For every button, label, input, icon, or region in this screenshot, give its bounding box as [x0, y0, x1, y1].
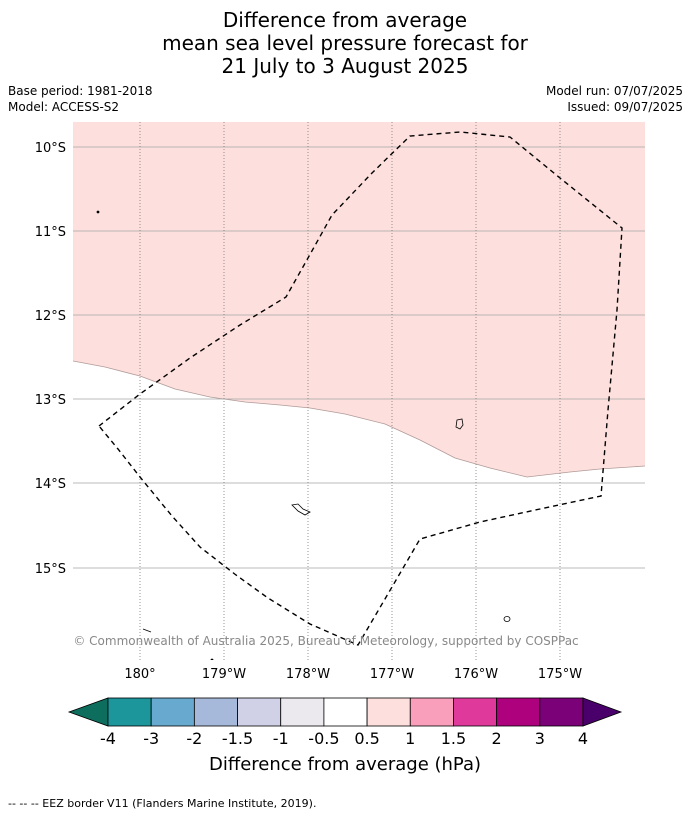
colorbar-segment — [107, 697, 152, 727]
colorbar-tick-label: -1.5 — [222, 729, 253, 748]
colorbar-segment — [237, 697, 282, 727]
lat-label: 14°S — [35, 477, 66, 492]
colorbar-segment — [366, 697, 411, 727]
copyright-notice: © Commonwealth of Australia 2025, Bureau… — [73, 634, 578, 648]
lon-label: 179°W — [202, 667, 246, 682]
lat-label: 12°S — [35, 309, 66, 324]
colorbar-segment — [193, 697, 238, 727]
anomaly-shaded-region — [73, 122, 645, 477]
colorbar-tick-label: -0.5 — [308, 729, 339, 748]
colorbar-tick-label: 4 — [578, 729, 588, 748]
colorbar-tick-label: 3 — [535, 729, 545, 748]
island-shape — [96, 210, 100, 214]
colorbar — [67, 697, 623, 727]
colorbar-segment — [539, 697, 584, 727]
model-name: Model: ACCESS-S2 — [8, 100, 120, 114]
colorbar-segment — [323, 697, 368, 727]
title-line-3: 21 July to 3 August 2025 — [221, 54, 469, 78]
colorbar-tick-label: -2 — [186, 729, 202, 748]
colorbar-tick-label: -3 — [143, 729, 159, 748]
latitude-labels: 10°S 11°S 12°S 13°S 14°S 15°S — [35, 141, 66, 577]
lon-label: 176°W — [454, 667, 498, 682]
colorbar-segment — [280, 697, 325, 727]
island-shape — [142, 628, 152, 633]
colorbar-extend-high — [582, 697, 623, 727]
colorbar-ticks: -4 -3 -2 -1.5 -1 -0.5 0.5 1 1.5 2 3 4 — [100, 729, 588, 748]
island-shape — [291, 503, 311, 516]
colorbar-segment — [409, 697, 454, 727]
lat-label: 13°S — [35, 393, 66, 408]
lon-label: 178°W — [286, 667, 330, 682]
lat-label: 10°S — [35, 141, 66, 156]
lon-label: 177°W — [370, 667, 414, 682]
island-shape — [503, 616, 511, 622]
colorbar-tick-label: 0.5 — [354, 729, 379, 748]
issued-date: Issued: 09/07/2025 — [567, 100, 683, 114]
lat-label: 11°S — [35, 225, 66, 240]
island-shape — [455, 418, 464, 430]
colorbar-label: Difference from average (hPa) — [209, 754, 481, 775]
colorbar-segment — [150, 697, 195, 727]
base-period: Base period: 1981-2018 — [8, 84, 153, 98]
colorbar-extend-low — [67, 697, 109, 727]
map-area — [73, 122, 645, 660]
longitude-labels: 180° 179°W 178°W 177°W 176°W 175°W — [124, 667, 582, 682]
colorbar-tick-label: 1.5 — [441, 729, 466, 748]
eez-border — [98, 131, 623, 646]
colorbar-tick-label: 2 — [492, 729, 502, 748]
title-line-1: Difference from average — [222, 8, 468, 32]
lat-label: 15°S — [35, 562, 66, 577]
colorbar-tick-label: -1 — [273, 729, 289, 748]
eez-legend-note: -- -- -- EEZ border V11 (Flanders Marine… — [8, 797, 317, 810]
colorbar-segment — [496, 697, 541, 727]
latitude-gridlines — [73, 146, 645, 569]
lon-label: 180° — [124, 667, 155, 682]
title-line-2: mean sea level pressure forecast for — [162, 31, 528, 55]
island-shape — [210, 658, 214, 660]
islands — [96, 210, 511, 660]
colorbar-tick-label: 1 — [405, 729, 415, 748]
colorbar-tick-label: -4 — [100, 729, 116, 748]
model-run: Model run: 07/07/2025 — [545, 84, 683, 98]
colorbar-segment — [453, 697, 498, 727]
lon-label: 175°W — [538, 667, 582, 682]
anomaly-contour — [73, 360, 645, 478]
